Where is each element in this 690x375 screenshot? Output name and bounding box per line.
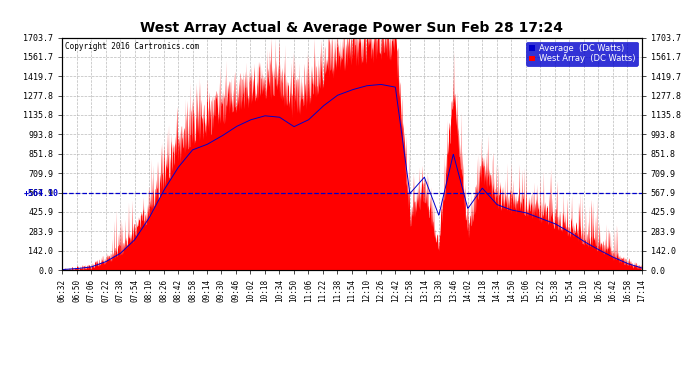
Text: +564.10: +564.10: [24, 189, 59, 198]
Legend: Average  (DC Watts), West Array  (DC Watts): Average (DC Watts), West Array (DC Watts…: [526, 42, 638, 66]
Text: Copyright 2016 Cartronics.com: Copyright 2016 Cartronics.com: [65, 42, 199, 51]
Title: West Array Actual & Average Power Sun Feb 28 17:24: West Array Actual & Average Power Sun Fe…: [140, 21, 564, 35]
